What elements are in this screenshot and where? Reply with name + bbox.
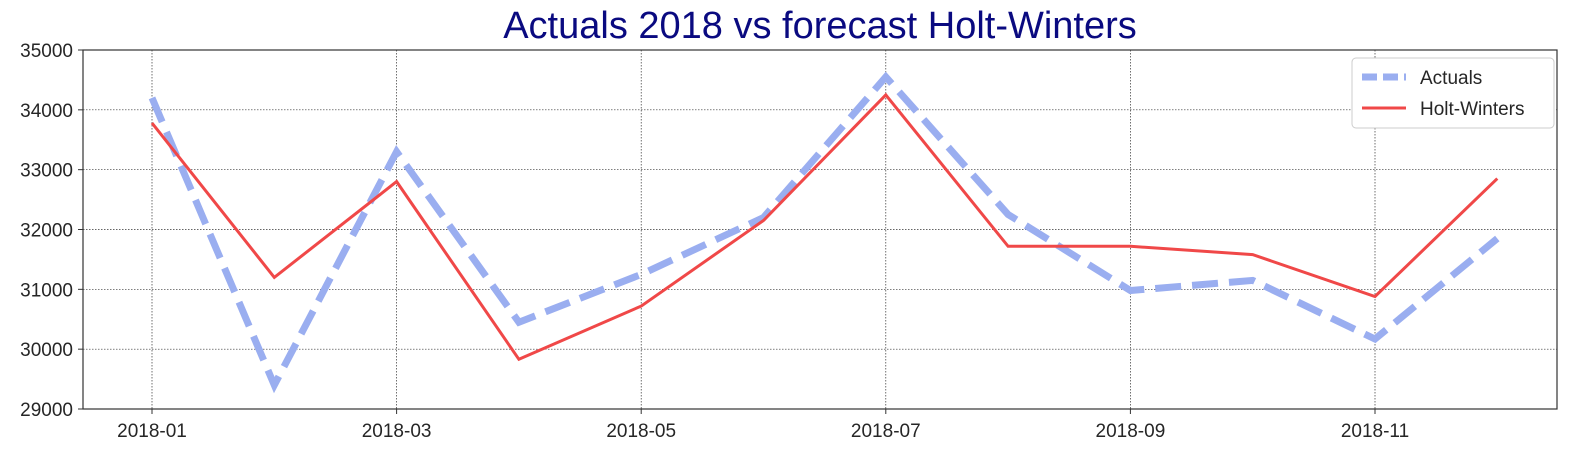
legend-label-holt-winters: Holt-Winters bbox=[1420, 99, 1525, 120]
series-line-actuals bbox=[148, 71, 1500, 394]
x-tick-label: 2018-09 bbox=[1096, 421, 1166, 442]
series-line-holt-winters bbox=[150, 92, 1499, 362]
y-tick-label: 29000 bbox=[20, 400, 73, 421]
legend-box bbox=[1351, 57, 1555, 129]
y-tick-label: 33000 bbox=[20, 161, 73, 182]
y-tick-label: 32000 bbox=[20, 221, 73, 242]
x-tick-label: 2018-05 bbox=[606, 421, 676, 442]
y-tick-label: 34000 bbox=[20, 101, 73, 122]
y-tick-label: 31000 bbox=[20, 280, 73, 301]
grid bbox=[83, 50, 1557, 409]
y-axis: 29000 30000 31000 32000 33000 34000 35000 bbox=[20, 41, 83, 421]
x-tick-label: 2018-01 bbox=[117, 421, 187, 442]
x-tick-label: 2018-07 bbox=[851, 421, 921, 442]
series-group bbox=[148, 71, 1500, 394]
legend: Actuals Holt-Winters bbox=[1351, 57, 1555, 129]
plot-frame bbox=[82, 49, 1558, 410]
x-axis: 2018-01 2018-03 2018-05 2018-07 2018-09 2018-… bbox=[117, 409, 1409, 442]
x-tick-label: 2018-03 bbox=[362, 421, 432, 442]
y-tick-label: 35000 bbox=[20, 41, 73, 62]
x-tick-label: 2018-11 bbox=[1341, 421, 1409, 442]
y-tick-label: 30000 bbox=[20, 340, 73, 361]
chart-title: Actuals 2018 vs forecast Holt-Winters bbox=[503, 5, 1137, 47]
legend-label-actuals: Actuals bbox=[1420, 68, 1482, 89]
